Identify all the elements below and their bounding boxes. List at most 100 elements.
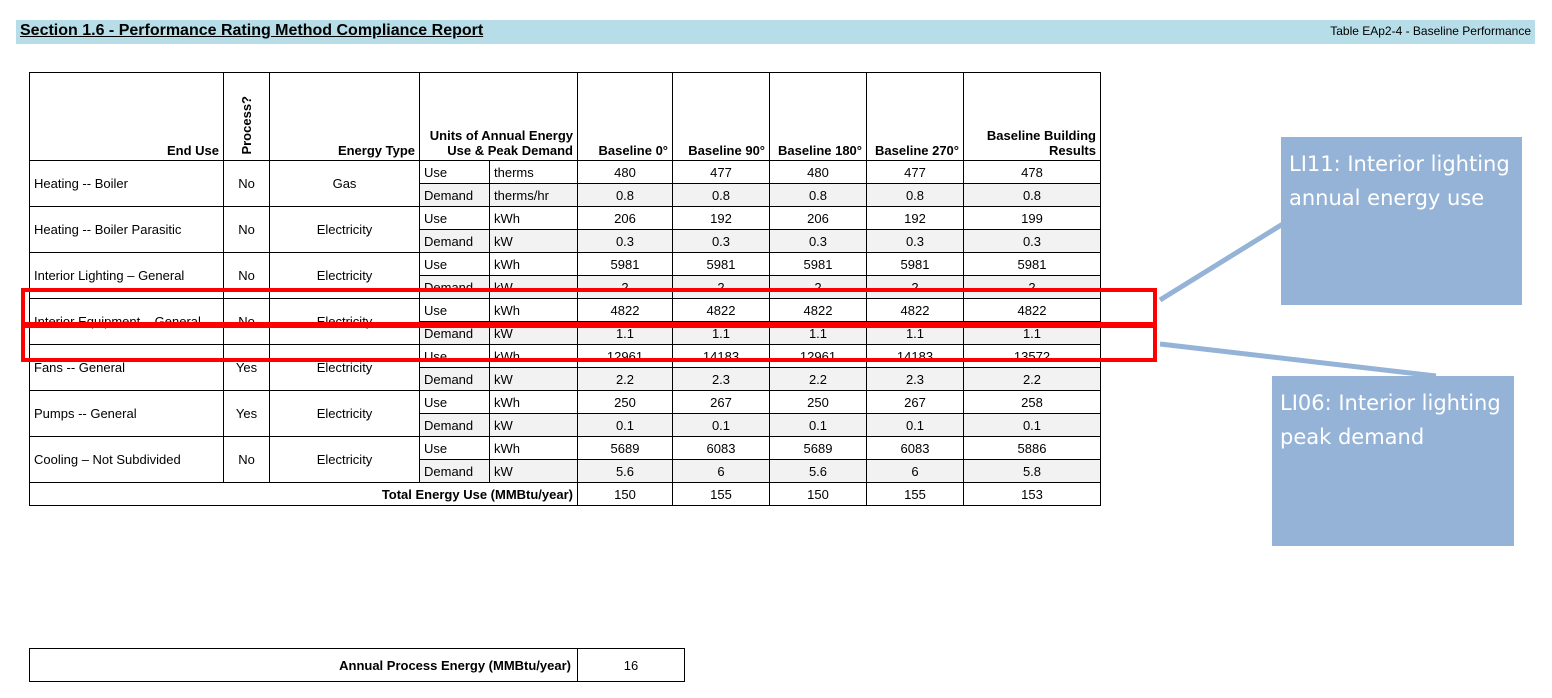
- heating-boiler-use-building-results: 478: [963, 160, 1101, 184]
- total-energy-baseline-180: 150: [769, 482, 867, 506]
- interior-lighting-general-use-baseline-270: 5981: [866, 252, 964, 276]
- interior-lighting-general-use-baseline-180: 5981: [769, 252, 867, 276]
- interior-equipment-general-use-baseline-270: 4822: [866, 298, 964, 322]
- cooling-not-subdivided-use-baseline-90: 6083: [672, 436, 770, 460]
- heating-boiler-parasitic-demand-baseline-270: 0.3: [866, 229, 964, 253]
- cooling-not-subdivided-demand-baseline-90: 6: [672, 459, 770, 483]
- cooling-not-subdivided-use-building-results: 5886: [963, 436, 1101, 460]
- col-header-baseline-180: Baseline 180°: [769, 72, 867, 161]
- pumps-general-demand-baseline-90: 0.1: [672, 413, 770, 437]
- cooling-not-subdivided-use-baseline-180: 5689: [769, 436, 867, 460]
- heating-boiler-parasitic-demand-label: Demand: [419, 229, 490, 253]
- heating-boiler-energy-type: Gas: [269, 160, 420, 207]
- interior-lighting-general-end-use: Interior Lighting – General: [29, 252, 224, 299]
- cooling-not-subdivided-demand-baseline-0: 5.6: [577, 459, 673, 483]
- interior-equipment-general-demand-unit: kW: [489, 321, 578, 345]
- pumps-general-energy-type: Electricity: [269, 390, 420, 437]
- interior-lighting-general-process: No: [223, 252, 270, 299]
- callout-peak-demand: LI06: Interior lighting peak demand: [1272, 376, 1514, 546]
- cooling-not-subdivided-demand-baseline-180: 5.6: [769, 459, 867, 483]
- heating-boiler-demand-building-results: 0.8: [963, 183, 1101, 207]
- pumps-general-demand-unit: kW: [489, 413, 578, 437]
- interior-lighting-general-demand-label: Demand: [419, 275, 490, 299]
- heating-boiler-demand-label: Demand: [419, 183, 490, 207]
- process-energy-table: Annual Process Energy (MMBtu/year) 16: [29, 648, 685, 682]
- fans-general-demand-building-results: 2.2: [963, 367, 1101, 391]
- col-header-building-results: Baseline Building Results: [963, 72, 1101, 161]
- heating-boiler-parasitic-demand-baseline-0: 0.3: [577, 229, 673, 253]
- table-row: Interior Equipment – General No Electricit…: [29, 298, 1101, 345]
- process-energy-label: Annual Process Energy (MMBtu/year): [29, 648, 578, 682]
- col-header-end-use: End Use: [29, 72, 224, 161]
- heating-boiler-demand-baseline-0: 0.8: [577, 183, 673, 207]
- cooling-not-subdivided-end-use: Cooling – Not Subdivided: [29, 436, 224, 483]
- fans-general-use-label: Use: [419, 344, 490, 368]
- interior-lighting-general-use-unit: kWh: [489, 252, 578, 276]
- fans-general-use-baseline-0: 12961: [577, 344, 673, 368]
- fans-general-demand-baseline-270: 2.3: [866, 367, 964, 391]
- table-row: Cooling – Not Subdivided No Electricity Use…: [29, 436, 1101, 483]
- col-header-process-label: Process?: [239, 96, 254, 155]
- section-title: Section 1.6 - Performance Rating Method …: [20, 22, 484, 39]
- table-row: Interior Lighting – General No Electricity…: [29, 252, 1101, 299]
- fans-general-demand-baseline-180: 2.2: [769, 367, 867, 391]
- heating-boiler-parasitic-end-use: Heating -- Boiler Parasitic: [29, 206, 224, 253]
- total-energy-row: Total Energy Use (MMBtu/year) 150 155 15…: [29, 482, 1101, 506]
- interior-equipment-general-demand-baseline-0: 1.1: [577, 321, 673, 345]
- pumps-general-use-baseline-270: 267: [866, 390, 964, 414]
- fans-general-demand-unit: kW: [489, 367, 578, 391]
- callout-annual-energy: LI11: Interior lighting annual energy us…: [1281, 137, 1522, 305]
- table-row: Demand therms/hr 0.8 0.8 0.8 0.8 0.8: [30, 183, 1101, 207]
- interior-lighting-general-energy-type: Electricity: [269, 252, 420, 299]
- col-header-baseline-270: Baseline 270°: [866, 72, 964, 161]
- heating-boiler-parasitic-process: No: [223, 206, 270, 253]
- heating-boiler-process: No: [223, 160, 270, 207]
- section-header-bar: Section 1.6 - Performance Rating Method …: [16, 20, 1535, 44]
- table-body: Heating -- Boiler No Gas Use therms 480 477 480…: [29, 160, 1101, 483]
- fans-general-demand-label: Demand: [419, 367, 490, 391]
- interior-lighting-general-use-baseline-0: 5981: [577, 252, 673, 276]
- interior-equipment-general-use-label: Use: [419, 298, 490, 322]
- col-header-process: Process?: [223, 72, 270, 161]
- col-header-units: Units of Annual Energy Use & Peak Demand: [419, 72, 578, 161]
- table-row: Demand kW 2.2 2.3 2.2 2.3 2.2: [30, 367, 1101, 391]
- interior-equipment-general-use-baseline-0: 4822: [577, 298, 673, 322]
- table-reference: Table EAp2-4 - Baseline Performance: [1330, 24, 1531, 38]
- table-row: Demand kW 5.6 6 5.6 6 5.8: [30, 459, 1101, 483]
- table-row: Heating -- Boiler Parasitic No Electricity…: [29, 206, 1101, 253]
- cooling-not-subdivided-demand-unit: kW: [489, 459, 578, 483]
- interior-lighting-general-demand-baseline-270: 2: [866, 275, 964, 299]
- heating-boiler-parasitic-demand-building-results: 0.3: [963, 229, 1101, 253]
- total-energy-label: Total Energy Use (MMBtu/year): [29, 482, 578, 506]
- cooling-not-subdivided-use-baseline-270: 6083: [866, 436, 964, 460]
- heating-boiler-demand-baseline-270: 0.8: [866, 183, 964, 207]
- interior-lighting-general-use-baseline-90: 5981: [672, 252, 770, 276]
- interior-equipment-general-use-baseline-180: 4822: [769, 298, 867, 322]
- table-row: Demand kW 0.3 0.3 0.3 0.3 0.3: [30, 229, 1101, 253]
- interior-lighting-general-demand-building-results: 2: [963, 275, 1101, 299]
- table-row: Pumps -- General Yes Electricity Use kWh 250 2…: [29, 390, 1101, 437]
- heating-boiler-use-baseline-270: 477: [866, 160, 964, 184]
- cooling-not-subdivided-demand-baseline-270: 6: [866, 459, 964, 483]
- heating-boiler-use-unit: therms: [489, 160, 578, 184]
- heating-boiler-demand-baseline-180: 0.8: [769, 183, 867, 207]
- cooling-not-subdivided-use-baseline-0: 5689: [577, 436, 673, 460]
- interior-equipment-general-demand-baseline-180: 1.1: [769, 321, 867, 345]
- interior-equipment-general-demand-building-results: 1.1: [963, 321, 1101, 345]
- heating-boiler-demand-unit: therms/hr: [489, 183, 578, 207]
- heating-boiler-use-baseline-90: 477: [672, 160, 770, 184]
- pumps-general-demand-label: Demand: [419, 413, 490, 437]
- process-energy-row: Annual Process Energy (MMBtu/year) 16: [29, 648, 685, 682]
- fans-general-use-baseline-180: 12961: [769, 344, 867, 368]
- heating-boiler-use-baseline-0: 480: [577, 160, 673, 184]
- pumps-general-use-baseline-180: 250: [769, 390, 867, 414]
- pumps-general-use-baseline-90: 267: [672, 390, 770, 414]
- interior-lighting-general-use-label: Use: [419, 252, 490, 276]
- col-header-baseline-0: Baseline 0°: [577, 72, 673, 161]
- cooling-not-subdivided-use-unit: kWh: [489, 436, 578, 460]
- process-energy-value: 16: [577, 648, 685, 682]
- total-energy-baseline-0: 150: [577, 482, 673, 506]
- fans-general-use-building-results: 13572: [963, 344, 1101, 368]
- total-energy-building-results: 153: [963, 482, 1101, 506]
- pumps-general-demand-baseline-270: 0.1: [866, 413, 964, 437]
